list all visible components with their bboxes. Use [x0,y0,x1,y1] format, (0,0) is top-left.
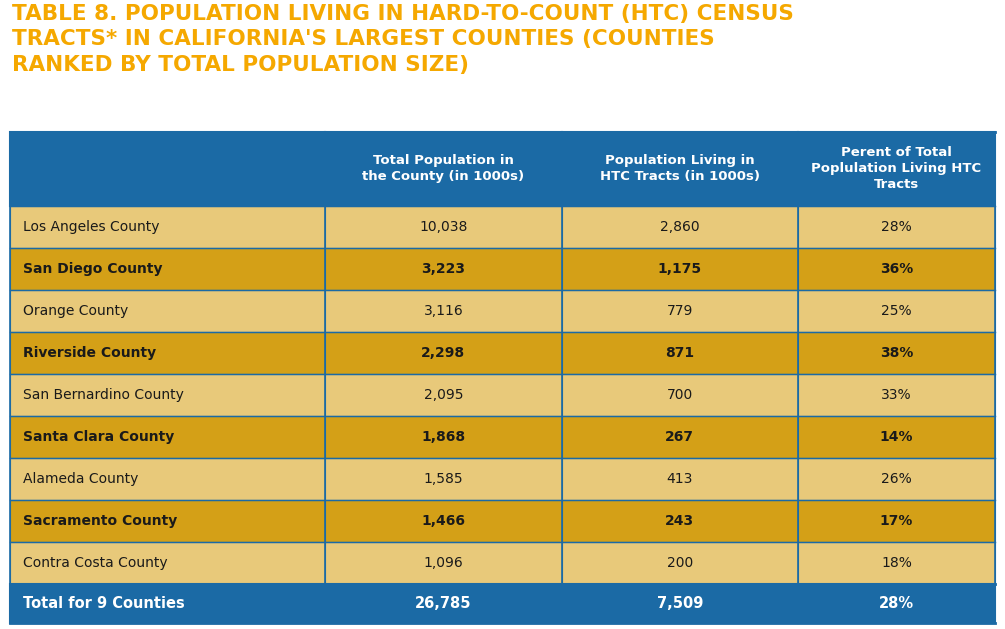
Text: 1,585: 1,585 [423,472,463,486]
Bar [326,290,562,332]
Bar [798,290,995,332]
Text: 700: 700 [666,388,692,402]
Text: 3,116: 3,116 [423,304,463,318]
Text: 7,509: 7,509 [656,596,702,611]
Text: Total for 9 Counties: Total for 9 Counties [23,596,185,611]
Bar [562,132,798,206]
Bar [798,542,995,584]
Text: 1,466: 1,466 [421,515,465,528]
Bar [562,290,798,332]
Text: Orange County: Orange County [23,304,128,318]
Bar [10,332,326,374]
Bar [10,584,326,623]
Text: 1,175: 1,175 [657,262,701,276]
Bar [798,500,995,542]
Text: Total Population in
the County (in 1000s): Total Population in the County (in 1000s… [363,154,525,184]
Text: 25%: 25% [881,304,912,318]
Text: 200: 200 [666,557,692,571]
Text: Los Angeles County: Los Angeles County [23,220,160,234]
Text: Santa Clara County: Santa Clara County [23,430,174,444]
Bar [326,584,562,623]
Text: San Bernardino County: San Bernardino County [23,388,184,402]
Bar [10,374,326,416]
Bar [562,584,798,623]
Text: 10,038: 10,038 [419,220,467,234]
Bar [326,416,562,458]
Bar [562,500,798,542]
Bar [326,458,562,500]
Text: TABLE 8. POPULATION LIVING IN HARD-TO-COUNT (HTC) CENSUS
TRACTS* IN CALIFORNIA'S: TABLE 8. POPULATION LIVING IN HARD-TO-CO… [12,4,794,75]
Text: 36%: 36% [879,262,914,276]
Text: 267: 267 [665,430,694,444]
Bar [10,500,326,542]
Bar [326,332,562,374]
Text: Population Living in
HTC Tracts (in 1000s): Population Living in HTC Tracts (in 1000… [600,154,760,184]
Text: Sacramento County: Sacramento County [23,515,177,528]
Text: 1,096: 1,096 [423,557,463,571]
Text: 26,785: 26,785 [415,596,471,611]
Bar [10,248,326,290]
Bar [562,206,798,248]
Bar [798,374,995,416]
Text: 28%: 28% [881,220,912,234]
Text: 18%: 18% [881,557,912,571]
Text: 33%: 33% [881,388,912,402]
Text: 2,298: 2,298 [421,346,465,360]
Text: 1,868: 1,868 [421,430,465,444]
Bar [10,290,326,332]
Text: 779: 779 [666,304,693,318]
Bar [562,542,798,584]
Text: Perent of Total
Poplulation Living HTC
Tracts: Perent of Total Poplulation Living HTC T… [811,147,982,191]
Text: 14%: 14% [879,430,914,444]
Bar [798,584,995,623]
Bar [326,500,562,542]
Text: San Diego County: San Diego County [23,262,163,276]
Bar [562,374,798,416]
Bar [326,542,562,584]
Text: 26%: 26% [881,472,912,486]
Bar [798,132,995,206]
Text: 413: 413 [666,472,693,486]
Bar [562,416,798,458]
Text: 17%: 17% [879,515,914,528]
Text: 2,860: 2,860 [660,220,699,234]
Bar [10,542,326,584]
Bar [798,248,995,290]
Bar [10,132,326,206]
Bar [326,248,562,290]
Bar [10,206,326,248]
Text: Riverside County: Riverside County [23,346,156,360]
Text: 871: 871 [665,346,694,360]
Text: 3,223: 3,223 [421,262,465,276]
Bar [562,332,798,374]
Text: Alameda County: Alameda County [23,472,139,486]
Bar [562,248,798,290]
Text: 38%: 38% [879,346,914,360]
Bar [10,416,326,458]
Bar [798,206,995,248]
Bar [326,132,562,206]
Bar [798,332,995,374]
Text: 243: 243 [665,515,694,528]
Bar [326,374,562,416]
Text: 2,095: 2,095 [424,388,463,402]
Bar [798,416,995,458]
Text: 28%: 28% [879,596,914,611]
Bar [798,458,995,500]
Bar [326,206,562,248]
Bar [10,458,326,500]
Bar [562,458,798,500]
Text: Contra Costa County: Contra Costa County [23,557,168,571]
